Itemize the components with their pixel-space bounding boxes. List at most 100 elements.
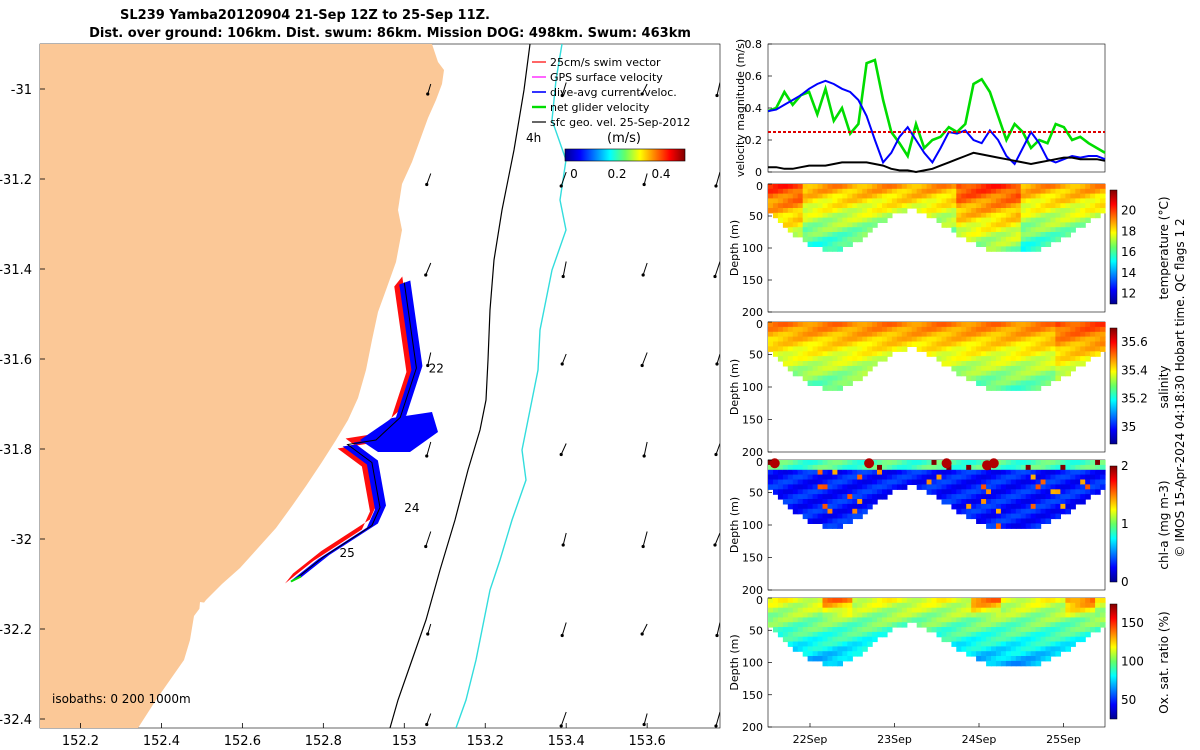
section-cell xyxy=(1075,184,1081,190)
section-cell xyxy=(886,617,893,623)
section-cell xyxy=(768,346,774,352)
section-cell xyxy=(807,641,814,647)
section-cell xyxy=(956,503,962,510)
section-cell xyxy=(857,375,863,382)
section-cell xyxy=(1025,660,1032,667)
section-cell xyxy=(1000,617,1007,623)
section-cell xyxy=(891,460,898,466)
section-cell xyxy=(1065,474,1071,481)
section-cell xyxy=(862,622,868,628)
section-cell xyxy=(837,479,843,485)
section-cell xyxy=(886,464,893,471)
section-cell xyxy=(782,469,789,476)
section-cell xyxy=(832,612,838,618)
section-cell xyxy=(822,341,829,347)
section-cell xyxy=(1050,346,1057,352)
section-cell xyxy=(837,494,843,500)
section-cell xyxy=(1020,460,1027,466)
section-cell xyxy=(882,622,888,628)
section-cell xyxy=(1095,193,1101,199)
section-cell xyxy=(996,513,1002,520)
section-cell xyxy=(807,598,814,604)
section-cell xyxy=(1000,499,1007,505)
section-cell xyxy=(827,469,834,476)
section-cell xyxy=(1030,499,1037,505)
section-cell xyxy=(971,326,977,333)
section-cell xyxy=(1085,212,1091,219)
section-cell xyxy=(1025,612,1032,618)
section-cell xyxy=(797,499,804,505)
section-cell xyxy=(916,598,923,604)
section-cell xyxy=(847,617,853,623)
section-cell xyxy=(877,464,883,471)
section-cell xyxy=(961,508,967,515)
section-cell xyxy=(807,188,814,195)
section-cell xyxy=(1070,351,1076,357)
section-cell xyxy=(1040,508,1047,515)
section-cell xyxy=(1080,346,1086,352)
section-cell xyxy=(991,656,997,662)
section-cell xyxy=(1015,351,1022,357)
section-cell xyxy=(951,193,957,199)
section-cell xyxy=(1055,622,1061,628)
section-cell xyxy=(976,241,982,247)
section-cell xyxy=(956,479,962,485)
section-cell xyxy=(822,513,829,520)
section-cell xyxy=(1060,365,1066,372)
section-cell xyxy=(792,489,799,495)
section-cell xyxy=(896,598,903,604)
section-cell xyxy=(1025,503,1032,510)
section-cell xyxy=(852,508,858,515)
section-cell xyxy=(1060,184,1066,190)
section-cell xyxy=(882,217,888,223)
section-cell xyxy=(802,636,809,643)
section-cell xyxy=(1015,622,1022,628)
section-cell xyxy=(797,222,804,228)
geo-vector-head xyxy=(713,274,717,279)
section-cell xyxy=(817,227,824,233)
section-cell xyxy=(1005,346,1012,352)
section-cell xyxy=(787,479,794,485)
section-cell xyxy=(926,469,933,476)
section-cell xyxy=(981,602,987,609)
section-cell xyxy=(1060,346,1066,352)
section-cell xyxy=(817,464,824,471)
section-cell xyxy=(1000,641,1007,647)
section-cell xyxy=(792,474,799,481)
section-cell xyxy=(773,208,779,214)
section-cell xyxy=(827,508,834,515)
day-label: 24 xyxy=(404,501,419,515)
section-cell xyxy=(946,326,952,333)
section-cell xyxy=(827,217,834,223)
section-cell xyxy=(936,193,943,199)
section-cell xyxy=(827,631,834,638)
colorbar-tick-2: 0.4 xyxy=(651,167,670,181)
section-cell xyxy=(797,227,804,233)
section-cell xyxy=(1070,198,1076,204)
section-cell xyxy=(1035,212,1042,219)
section-cell xyxy=(857,227,863,233)
section-cell xyxy=(1070,203,1076,209)
section-cell xyxy=(1010,503,1017,510)
section-cell xyxy=(807,622,814,628)
section-cell xyxy=(926,598,933,604)
section-cell xyxy=(812,326,819,333)
section-cell xyxy=(802,641,809,647)
section-cell xyxy=(986,351,992,357)
section-cell xyxy=(832,518,838,524)
section-cell xyxy=(1100,484,1106,490)
section-cell xyxy=(857,351,863,357)
section-cell xyxy=(877,356,883,362)
section-cell xyxy=(852,598,858,604)
section-cell xyxy=(872,631,878,638)
section-cell xyxy=(986,636,992,643)
section-cell xyxy=(842,479,848,485)
map-colorbar xyxy=(564,148,686,162)
section-cell xyxy=(1025,518,1032,524)
section-cell xyxy=(777,208,784,214)
section-cell xyxy=(931,627,938,633)
section-cell xyxy=(986,356,992,362)
section-cell xyxy=(901,464,908,471)
chart-title-line1: SL239 Yamba20120904 21-Sep 12Z to 25-Sep… xyxy=(120,8,490,23)
